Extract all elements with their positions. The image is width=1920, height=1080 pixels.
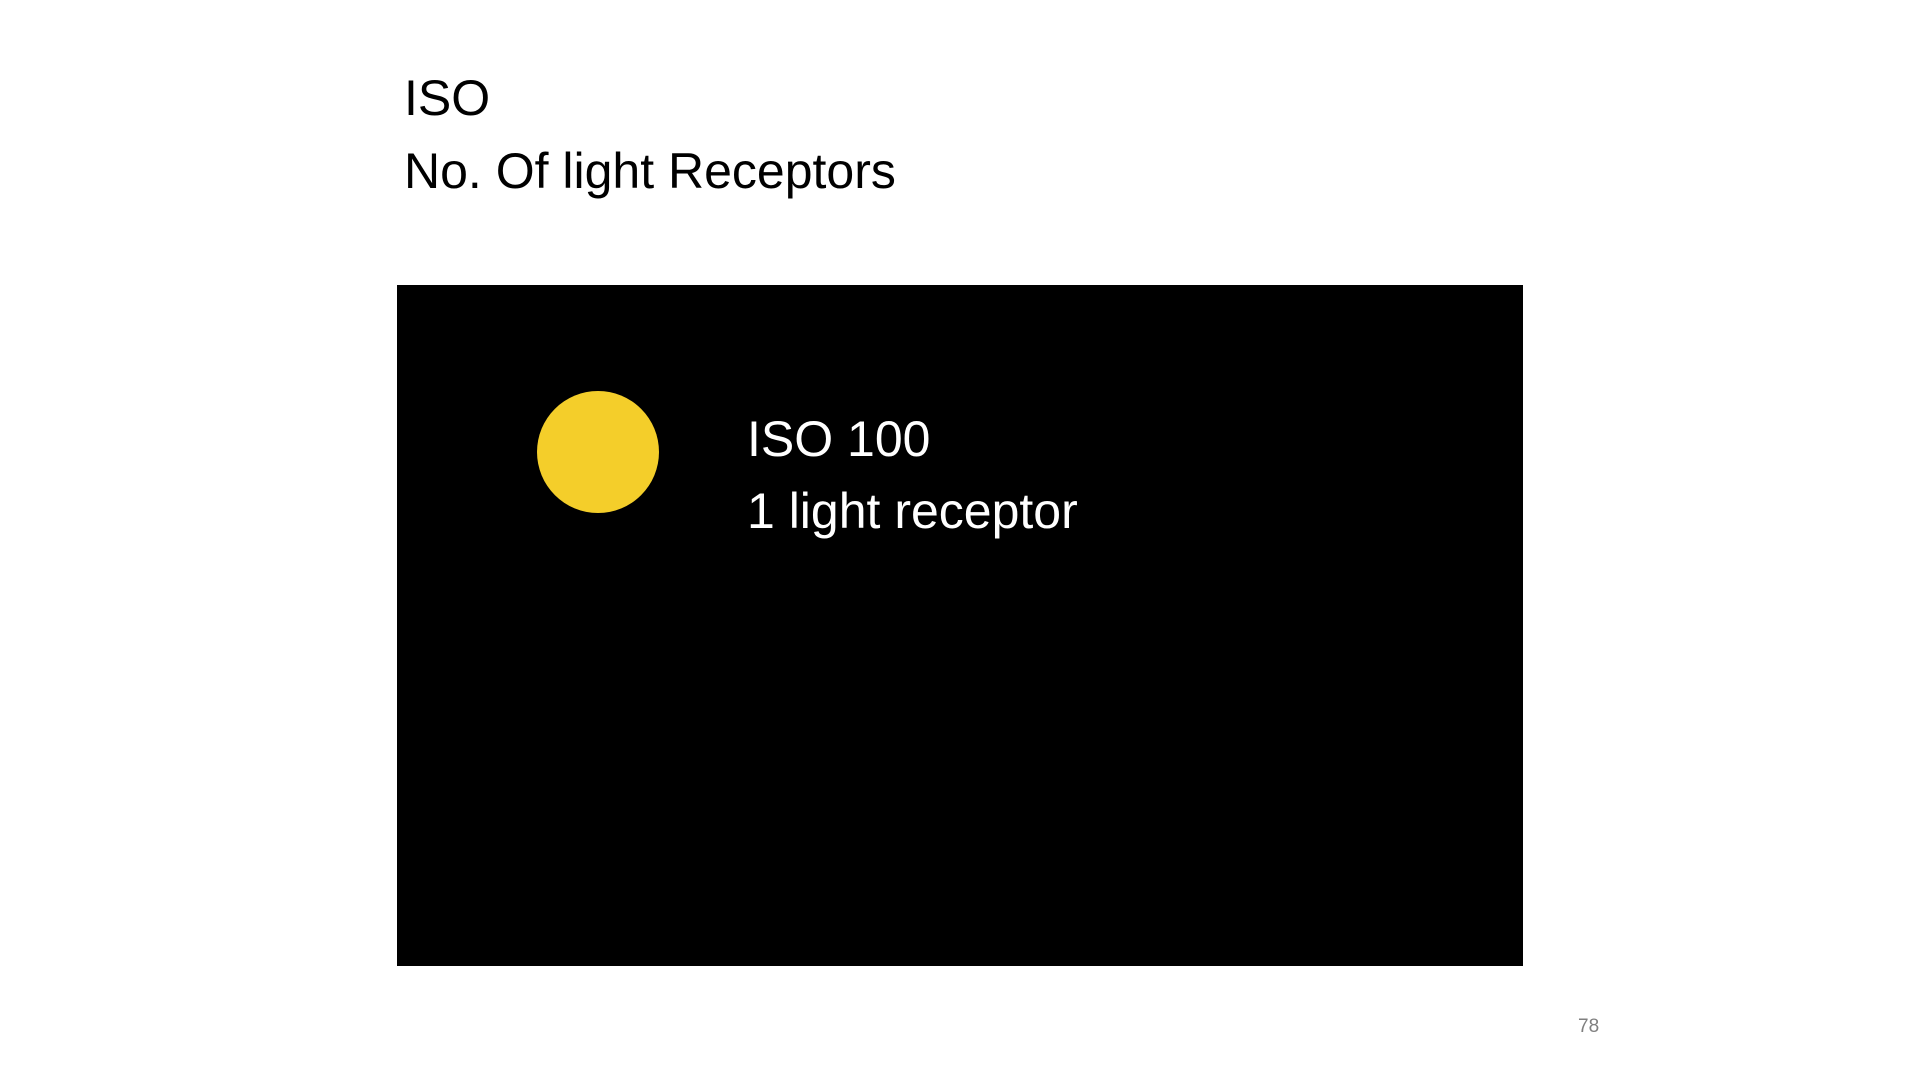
title-line-2: No. Of light Receptors bbox=[404, 143, 896, 199]
caption-line-1: ISO 100 bbox=[747, 411, 931, 467]
page-number: 78 bbox=[1578, 1016, 1600, 1037]
caption-line-2: 1 light receptor bbox=[747, 483, 1078, 539]
slide-title: ISO No. Of light Receptors bbox=[404, 62, 896, 208]
image-caption: ISO 100 1 light receptor bbox=[747, 403, 1078, 547]
slide-image: ISO 100 1 light receptor bbox=[397, 285, 1523, 966]
title-line-1: ISO bbox=[404, 70, 491, 126]
light-receptor-circle bbox=[537, 391, 659, 513]
